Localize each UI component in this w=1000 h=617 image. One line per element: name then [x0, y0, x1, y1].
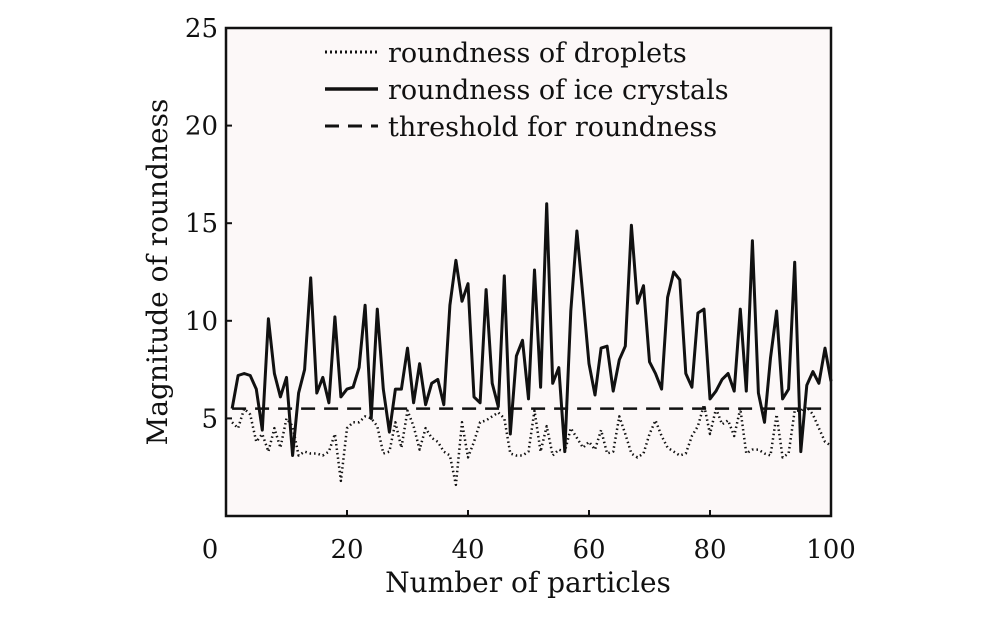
y-tick-label: 10: [185, 307, 218, 337]
legend-label-1: roundness of droplets: [388, 38, 687, 69]
y-tick-label: 15: [185, 209, 218, 239]
x-axis-title: Number of particles: [385, 566, 671, 599]
y-tick-label: 20: [185, 112, 218, 142]
x-tick-label: 20: [330, 535, 363, 565]
x-tick-label: 40: [451, 535, 484, 565]
legend-label-2: roundness of ice crystals: [388, 75, 729, 106]
plot-area: [226, 28, 831, 516]
y-tick-label: 5: [201, 404, 218, 434]
series-line-2: [230, 202, 833, 457]
ticks-layer: 0 20 40 60 80 100 5 10 15 20 25: [185, 14, 856, 565]
x-tick-label: 0: [202, 535, 219, 565]
y-tick-label: 25: [185, 14, 218, 44]
series-layer: [230, 202, 833, 487]
x-tick-label: 100: [806, 535, 856, 565]
series-line-1: [231, 403, 832, 487]
y-axis-title: Magnitude of roundness: [141, 99, 174, 446]
plot-frame: [224, 26, 833, 518]
x-tick-label: 60: [572, 535, 605, 565]
x-tick-label: 80: [693, 535, 726, 565]
legend-label-3: threshold for roundness: [388, 112, 717, 143]
legend: roundness of droplets roundness of ice cr…: [325, 38, 729, 143]
